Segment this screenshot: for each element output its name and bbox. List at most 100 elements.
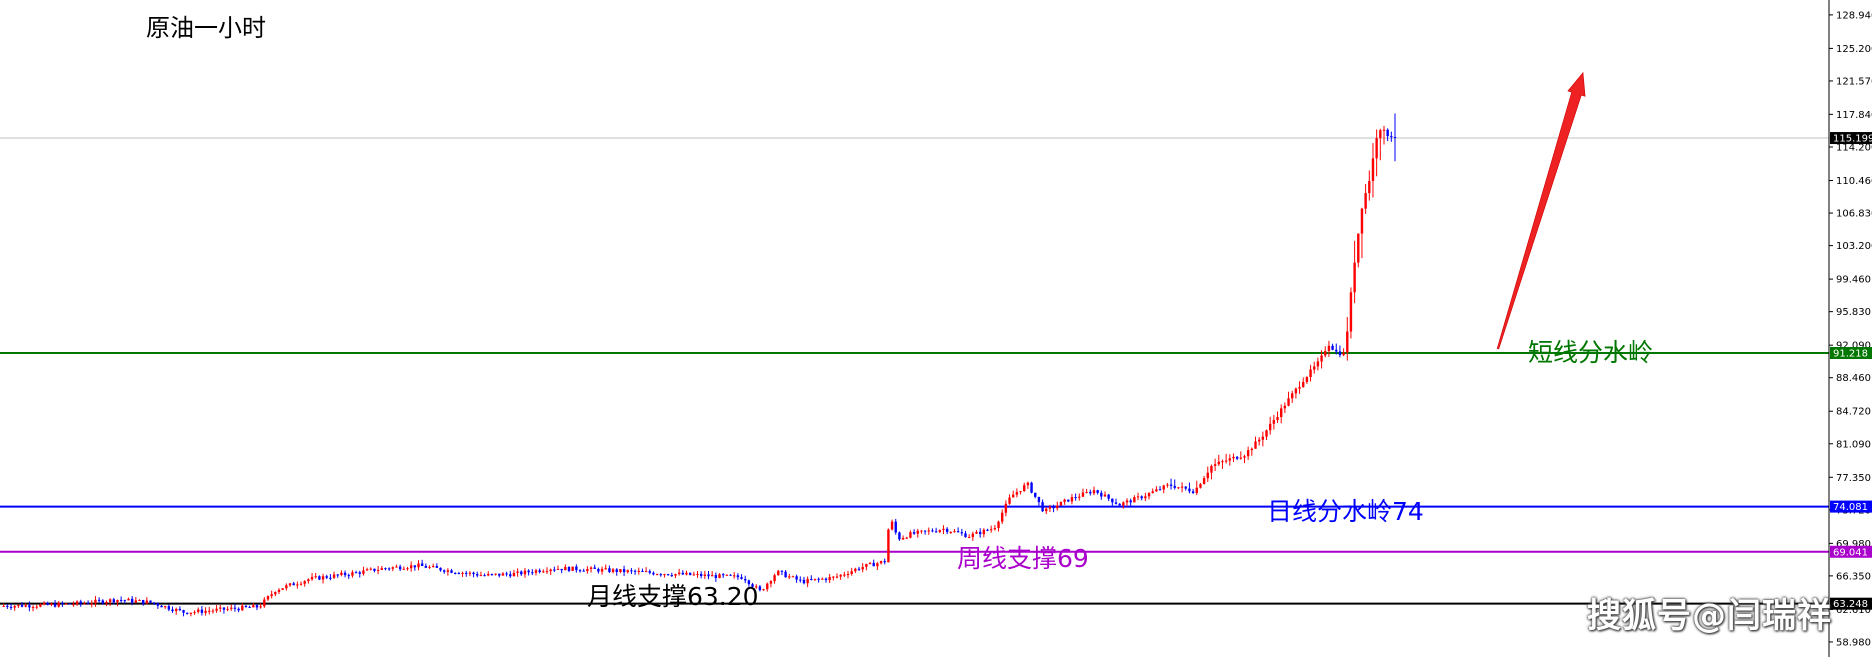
candle-body [854,568,857,572]
candle-body [1045,508,1048,512]
candle-body [1360,208,1364,234]
current-price-tag-bg [1830,132,1872,145]
candle-body [755,586,758,588]
candle-body [571,566,574,571]
candle-body [1155,489,1158,492]
candle-body [252,605,255,608]
candle-body [197,609,200,612]
candle-body [967,537,971,539]
candle-body [964,533,967,538]
candle-body [1313,366,1316,370]
level-tag-0-bg [1830,346,1872,359]
candle-body [1272,420,1276,424]
candle-body [934,531,938,533]
candle-body [611,569,615,572]
candle-body [226,608,229,610]
level-tag-1: 74.081 [1833,502,1868,513]
candle-body [274,591,277,595]
candle-body [1371,158,1375,181]
candle-body [307,579,310,582]
candle-body [9,606,13,608]
candle-body [1294,388,1298,394]
candle-body [211,610,215,612]
candle-body [1327,345,1331,351]
candle-body [920,530,923,532]
candle-body [1261,436,1265,440]
candle-body [637,570,640,572]
candle-body [35,606,38,608]
candle-body [549,569,552,572]
axis-tick-label: 77.350 [1836,473,1871,484]
candle-body [971,533,975,538]
candle-body [1173,485,1176,488]
candle-body [270,594,273,597]
candle-body [666,574,670,576]
candle-body [707,574,710,577]
candle-body [1305,377,1309,382]
level-tag-1-bg [1830,500,1872,513]
candle-body [1382,129,1386,131]
candle-body [498,573,501,576]
axis-tick-label: 69.980 [1836,539,1871,550]
candle-body [189,612,193,614]
candle-body [288,583,292,586]
candle-body [703,574,707,577]
candle-body [409,565,413,569]
candle-body [736,575,740,578]
candle-body [1125,500,1129,503]
candle-body [898,532,901,540]
candle-body [791,576,795,578]
candle-body [255,605,259,608]
candle-body [1136,496,1140,498]
candle-body [817,578,820,580]
candle-body [72,604,75,606]
candle-body [391,567,395,569]
candle-body [1166,484,1169,486]
candle-body [674,573,677,576]
axis-tick-label: 62.610 [1836,605,1871,616]
candle-body [927,530,930,532]
candle-body [112,599,116,603]
candle-body [1309,369,1312,378]
candle-body [101,600,104,604]
candle-body [476,574,479,576]
candle-body [806,579,809,584]
candle-body [450,570,453,573]
candle-body [321,576,325,580]
candle-body [1346,331,1349,353]
candle-body [1015,492,1019,495]
candle-body [178,608,182,611]
candle-body [200,609,204,613]
candle-body [237,608,240,611]
candle-body [417,563,420,568]
candle-body [865,563,868,567]
candle-body [600,568,604,572]
axis-tick-label: 88.460 [1836,373,1871,384]
candle-body [795,576,798,580]
candle-body [1202,478,1206,485]
candle-body [1180,486,1184,488]
candle-body [989,529,993,531]
candle-body [945,528,949,532]
axis-tick-label: 92.090 [1836,341,1871,352]
candle-body [351,572,354,576]
candle-body [1147,493,1151,497]
candle-body [57,602,60,607]
candle-body [890,521,894,530]
candle-body [993,528,997,530]
candle-body [633,570,637,572]
candle-body [354,572,358,574]
candle-body [244,605,248,607]
candle-body [960,532,964,534]
candle-body [1386,129,1389,137]
candle-body [710,575,714,577]
candle-body [208,610,211,612]
candle-body [1191,491,1195,493]
candle-body [1265,430,1268,437]
candle-body [1100,492,1103,497]
candle-body [1291,393,1294,399]
candle-body [97,599,101,601]
candle-body [1019,491,1022,493]
annotation-3: 月线支撑63.20 [587,582,759,611]
candle-body [784,571,787,578]
